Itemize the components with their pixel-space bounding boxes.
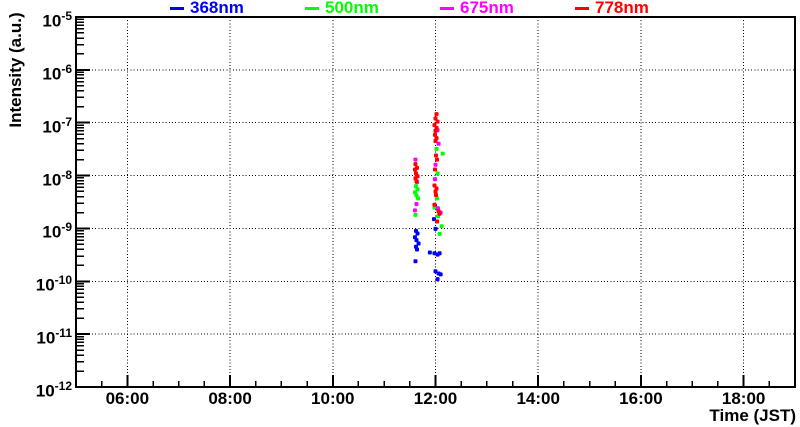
- data-point-500nm: [415, 187, 420, 192]
- data-point-368nm: [437, 251, 442, 256]
- data-point-500nm: [434, 146, 439, 151]
- legend-label: 778nm: [595, 0, 649, 17]
- data-point-675nm: [433, 162, 438, 167]
- data-point-778nm: [437, 211, 442, 216]
- x-tick-label: 12:00: [413, 389, 458, 408]
- data-point-778nm: [433, 128, 438, 133]
- data-point-368nm: [433, 269, 438, 274]
- legend-label: 675nm: [460, 0, 514, 17]
- legend-marker-icon: [170, 6, 184, 10]
- legend: 368nm 500nm 675nm 778nm: [0, 0, 800, 16]
- data-point-778nm: [434, 192, 439, 197]
- y-tick-label: 10-5: [42, 9, 72, 31]
- data-point-500nm: [437, 231, 442, 236]
- data-point-500nm: [413, 212, 418, 217]
- data-point-368nm: [427, 250, 432, 255]
- data-point-778nm: [432, 132, 437, 137]
- legend-item-368nm: 368nm: [170, 0, 244, 16]
- x-tick-label: 08:00: [208, 389, 252, 408]
- data-point-778nm: [412, 167, 417, 172]
- data-point-675nm: [414, 201, 419, 206]
- data-point-778nm: [434, 125, 439, 130]
- data-point-778nm: [434, 186, 439, 191]
- legend-marker-icon: [305, 6, 319, 10]
- y-tick-label: 10-9: [42, 220, 72, 243]
- data-point-675nm: [413, 157, 418, 162]
- data-point-368nm: [433, 226, 438, 231]
- data-point-368nm: [438, 272, 443, 277]
- y-tick-label: 10-8: [42, 167, 72, 190]
- legend-label: 500nm: [325, 0, 379, 17]
- data-point-778nm: [413, 162, 418, 167]
- y-tick-label: 10-7: [42, 114, 72, 137]
- x-tick-label: 16:00: [619, 389, 663, 408]
- legend-item-778nm: 778nm: [575, 0, 649, 16]
- legend-marker-icon: [440, 6, 454, 10]
- data-point-675nm: [432, 177, 437, 182]
- x-tick-label: 14:00: [516, 389, 560, 408]
- x-tick-label: 10:00: [311, 389, 355, 408]
- data-point-368nm: [435, 277, 440, 282]
- y-tick-label: 10-12: [35, 379, 72, 401]
- data-point-368nm: [416, 241, 421, 246]
- y-axis-title: Intensity (a.u.): [6, 12, 25, 128]
- data-point-368nm: [415, 247, 420, 252]
- data-point-368nm: [413, 259, 418, 264]
- y-tick-label: 10-11: [36, 326, 72, 348]
- data-point-778nm: [432, 183, 437, 188]
- data-point-778nm: [432, 202, 437, 207]
- data-point-500nm: [416, 196, 421, 201]
- data-point-778nm: [433, 139, 438, 144]
- data-point-500nm: [412, 190, 417, 195]
- data-point-368nm: [415, 231, 420, 236]
- data-point-778nm: [433, 116, 438, 121]
- data-point-778nm: [435, 219, 440, 224]
- data-point-500nm: [413, 184, 418, 189]
- data-point-500nm: [435, 196, 440, 201]
- data-point-778nm: [434, 112, 439, 117]
- data-point-778nm: [432, 167, 437, 172]
- plot-frame: [75, 16, 796, 388]
- x-axis-title: Time (JST): [709, 406, 796, 425]
- data-point-368nm: [432, 251, 437, 256]
- legend-item-500nm: 500nm: [305, 0, 379, 16]
- data-point-675nm: [436, 206, 441, 211]
- data-point-778nm: [434, 153, 439, 158]
- y-tick-label: 10-6: [42, 61, 72, 84]
- data-point-778nm: [414, 179, 419, 184]
- data-point-368nm: [431, 217, 436, 222]
- data-point-675nm: [436, 141, 441, 146]
- data-point-675nm: [412, 208, 417, 213]
- data-point-500nm: [440, 151, 445, 156]
- data-point-778nm: [433, 189, 438, 194]
- data-point-500nm: [435, 171, 440, 176]
- x-tick-label: 06:00: [105, 389, 150, 408]
- data-point-368nm: [414, 238, 419, 243]
- data-point-778nm: [435, 157, 440, 162]
- legend-item-675nm: 675nm: [440, 0, 514, 16]
- x-tick-label: 18:00: [721, 389, 766, 408]
- data-point-778nm: [413, 176, 418, 181]
- data-point-778nm: [435, 119, 440, 124]
- legend-label: 368nm: [190, 0, 244, 17]
- data-point-500nm: [439, 224, 444, 229]
- legend-marker-icon: [575, 6, 589, 10]
- y-tick-label: 10-10: [35, 273, 72, 295]
